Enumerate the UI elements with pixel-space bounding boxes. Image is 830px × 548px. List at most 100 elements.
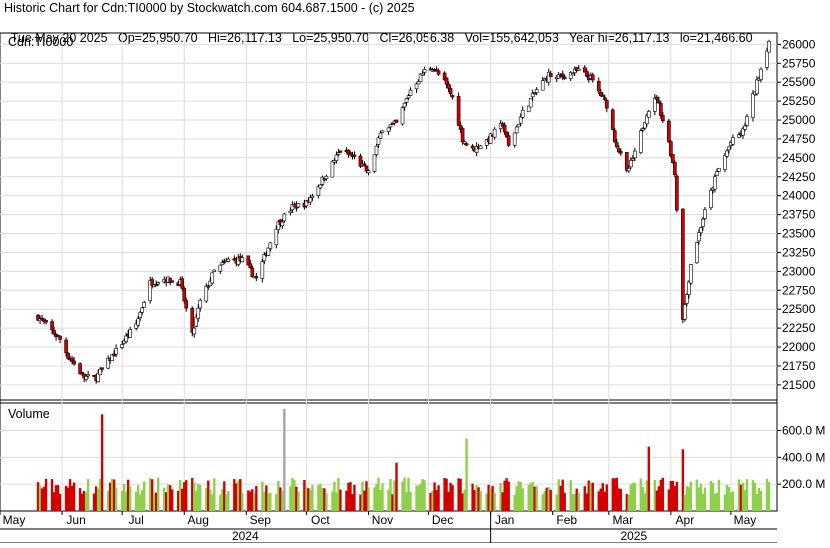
candle-body: [418, 73, 423, 83]
volume-bar: [291, 477, 294, 511]
candle-body: [474, 146, 479, 153]
candle-body: [673, 162, 677, 175]
stat-close: Cl=26,056.38: [379, 31, 455, 45]
volume-bar: [52, 492, 56, 511]
volume-bar: [96, 488, 100, 511]
candle-body: [765, 50, 769, 68]
candle-body: [562, 76, 567, 79]
candle-body: [731, 137, 735, 145]
volume-bar: [337, 478, 340, 511]
candle-body: [194, 316, 199, 327]
volume-bar: [155, 492, 158, 511]
month-label: Mar: [612, 513, 633, 527]
volume-bar: [309, 489, 312, 511]
candle-body: [50, 321, 54, 331]
volume-bar: [445, 478, 448, 511]
volume-bar: [405, 492, 408, 511]
volume-bar: [157, 477, 160, 511]
volume-bar: [729, 492, 733, 511]
volume-bar: [349, 482, 352, 511]
volume-bar: [505, 478, 508, 511]
volume-bar: [345, 490, 348, 511]
volume-bar: [247, 490, 250, 511]
candle-body: [404, 98, 409, 103]
price-tick-label: 25750: [782, 56, 816, 70]
candle-body: [110, 354, 114, 362]
volume-bar: [64, 485, 68, 511]
volume-bar: [611, 478, 614, 511]
price-tick-label: 24250: [782, 170, 816, 184]
candle-body: [667, 120, 671, 142]
volume-bar: [223, 481, 226, 511]
volume-bar: [515, 486, 518, 511]
candle-body: [96, 373, 100, 382]
volume-bar: [613, 478, 616, 511]
candle-body: [274, 228, 279, 246]
candle-body: [122, 340, 126, 344]
candle-body: [725, 150, 729, 157]
month-label: Aug: [188, 513, 209, 527]
candle-body: [755, 79, 759, 95]
candle-body: [653, 97, 657, 112]
volume-bar: [140, 489, 144, 511]
volume-bar: [629, 484, 633, 511]
candle-body: [598, 92, 603, 97]
price-tick-label: 23500: [782, 227, 816, 241]
volume-bar: [549, 489, 552, 511]
volume-bar: [625, 494, 629, 511]
candle-body: [478, 145, 483, 150]
candle-body: [70, 358, 74, 362]
volume-bar: [72, 482, 76, 511]
candle-body: [100, 367, 104, 370]
volume-bar: [435, 490, 438, 511]
volume-bar: [671, 480, 675, 511]
volume-bar: [473, 490, 476, 511]
volume-bar: [627, 494, 631, 511]
volume-bar: [661, 477, 665, 511]
candle-body: [124, 335, 128, 342]
volume-bar: [559, 485, 562, 511]
candle-body: [182, 288, 187, 302]
volume-bar: [697, 487, 701, 511]
volume-bar: [177, 490, 180, 511]
volume-bar: [269, 492, 272, 511]
candle-body: [154, 284, 159, 287]
candle-body: [713, 176, 717, 190]
candle-body: [590, 74, 595, 81]
candle-body: [282, 213, 287, 222]
volume-bar: [667, 489, 671, 511]
volume-bar: [535, 486, 538, 511]
volume-bar: [323, 488, 326, 511]
month-label: Dec: [432, 513, 453, 527]
candle-body: [528, 97, 533, 108]
candle-body: [625, 152, 629, 171]
volume-bar: [599, 488, 602, 511]
candle-body: [596, 80, 601, 92]
volume-bar: [513, 494, 516, 511]
volume-bar: [615, 477, 618, 511]
volume-bar: [711, 482, 715, 511]
volume-bar: [591, 482, 594, 511]
candle-body: [206, 285, 211, 288]
volume-bar: [577, 492, 580, 511]
volume-bar: [134, 491, 138, 511]
candle-body: [290, 204, 295, 211]
volume-bar: [657, 486, 661, 511]
candle-body: [627, 168, 631, 172]
candle-body: [276, 221, 281, 230]
volume-bar: [461, 493, 464, 511]
candle-body: [639, 130, 643, 153]
volume-bar: [491, 485, 494, 511]
candle-body: [98, 369, 102, 376]
candle-body: [464, 143, 469, 146]
volume-bar: [365, 481, 368, 511]
volume-bar: [219, 494, 222, 511]
candle-body: [751, 93, 755, 118]
candle-body: [703, 209, 707, 219]
candle-body: [683, 304, 687, 320]
volume-bar: [251, 489, 254, 511]
volume-bar: [387, 489, 390, 511]
volume-bar: [533, 486, 536, 511]
volume-bar: [205, 488, 208, 511]
candle-body: [390, 122, 395, 125]
